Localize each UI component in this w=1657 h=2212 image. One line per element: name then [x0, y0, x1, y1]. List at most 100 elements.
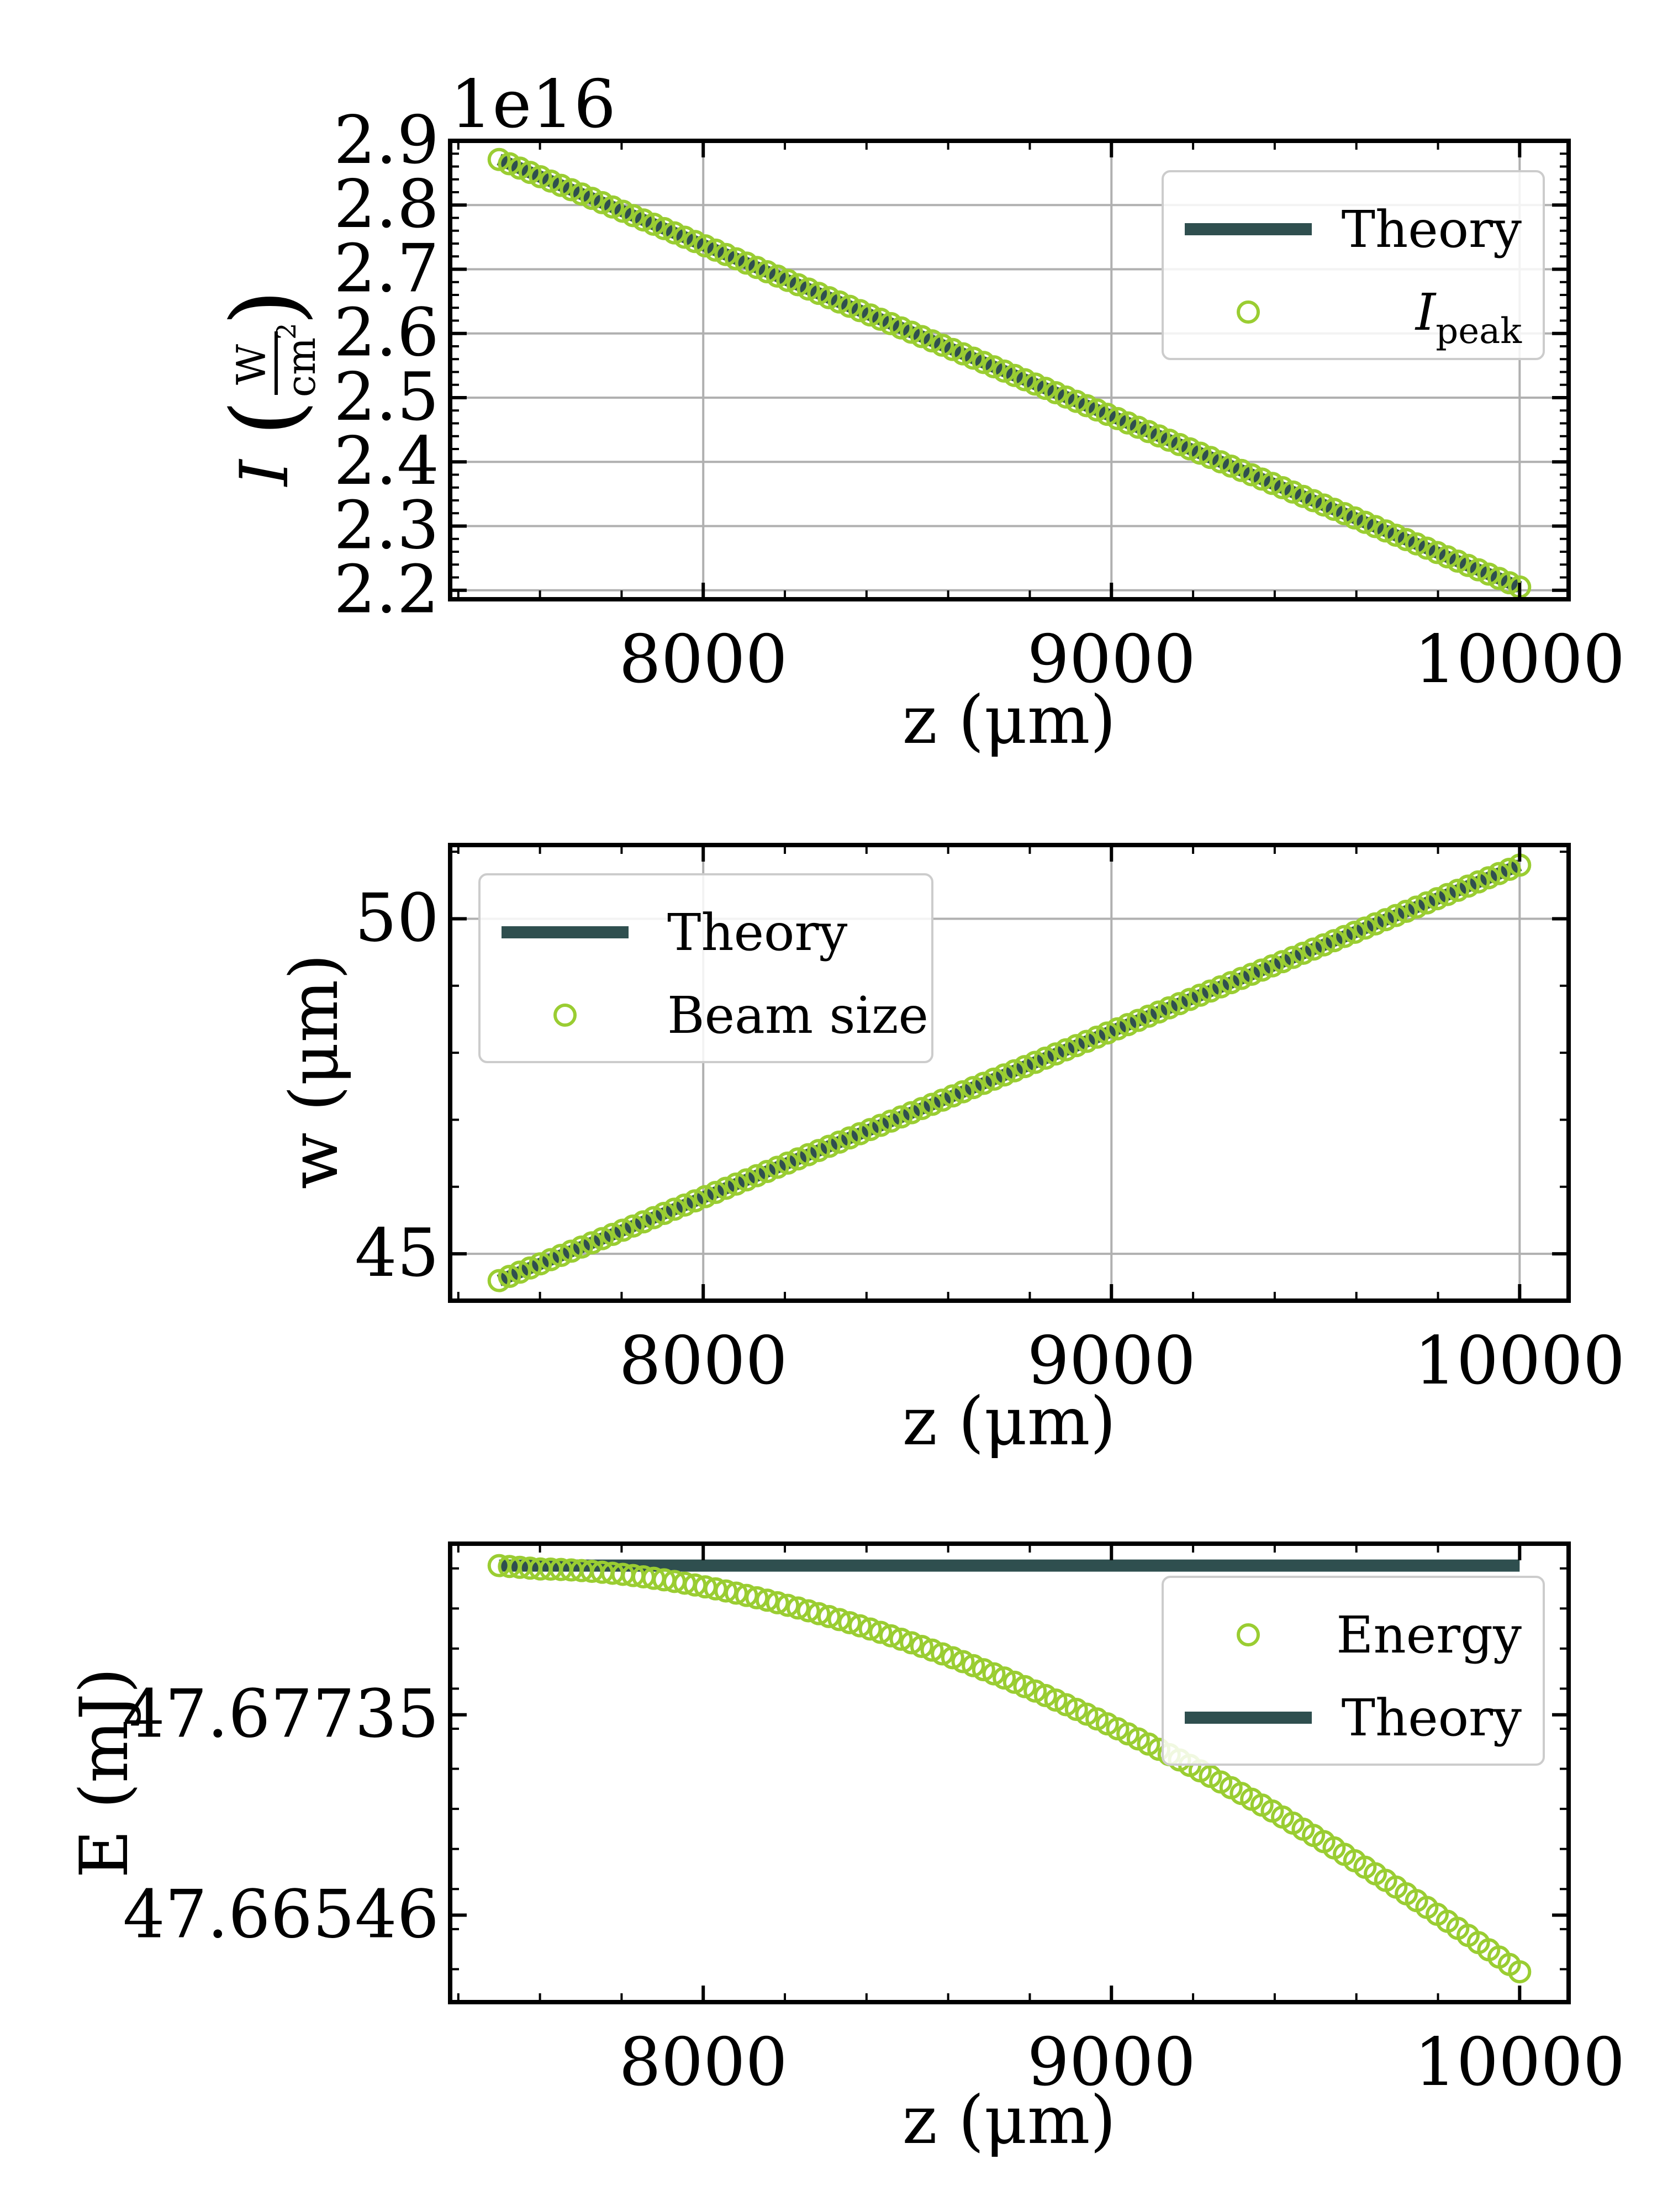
data-point	[1033, 1046, 1057, 1070]
y-tick-label: 50	[355, 880, 439, 957]
data-point	[735, 251, 758, 275]
data-point	[879, 312, 903, 335]
data-point	[1322, 929, 1346, 953]
data-point	[1023, 372, 1047, 396]
data-point	[1260, 472, 1284, 495]
data-point	[1126, 415, 1150, 439]
y-tick-label: 2.4	[334, 423, 439, 500]
data-point	[858, 1118, 882, 1142]
data-point	[735, 1583, 758, 1607]
data-point	[1106, 1017, 1130, 1041]
intensity-y-label-denominator: cm	[278, 337, 324, 398]
data-point	[631, 1210, 655, 1234]
data-point	[900, 1101, 924, 1125]
data-point	[776, 1593, 800, 1617]
data-point	[869, 1113, 893, 1137]
y-tick-label: 47.66546	[123, 1877, 439, 1954]
data-point	[1075, 394, 1099, 418]
legend-label: Theory	[1342, 1688, 1522, 1748]
x-tick-label: 8000	[619, 2024, 788, 2101]
data-point	[879, 1624, 903, 1648]
data-point	[1002, 1670, 1026, 1694]
data-point	[1395, 899, 1418, 923]
data-point	[1271, 476, 1295, 500]
legend-label: Theory	[667, 903, 847, 962]
data-point	[920, 1638, 944, 1662]
data-point	[827, 1608, 851, 1632]
data-point	[662, 221, 686, 245]
data-point	[848, 1614, 872, 1638]
energy-legend: Energy Theory	[1162, 1576, 1545, 1766]
data-point	[683, 230, 707, 254]
data-point	[1075, 1030, 1099, 1053]
data-point	[1426, 887, 1449, 911]
data-point	[1384, 524, 1408, 547]
data-point	[631, 208, 655, 232]
data-point	[1477, 562, 1501, 586]
intensity-offset-label: 1e16	[450, 66, 616, 143]
data-point	[1415, 891, 1439, 915]
data-point	[1353, 510, 1377, 534]
data-point	[1302, 937, 1326, 961]
data-point	[1240, 962, 1264, 986]
y-tick-label: 2.8	[334, 166, 439, 243]
data-point	[518, 1256, 542, 1280]
data-point	[487, 1269, 511, 1292]
data-point	[1456, 874, 1480, 898]
data-point	[600, 195, 624, 219]
data-point	[1508, 1960, 1532, 1984]
data-point	[1466, 558, 1490, 582]
data-point	[848, 299, 872, 323]
data-point	[838, 1611, 862, 1634]
data-point	[683, 1189, 707, 1213]
data-point	[560, 1239, 583, 1263]
energy-ticks: 8000 9000 10000 47.66546 47.67735	[123, 1544, 1625, 2101]
data-point	[1456, 553, 1480, 577]
data-point	[972, 1658, 995, 1682]
data-point	[1312, 493, 1336, 517]
data-point	[817, 1604, 841, 1628]
data-point	[508, 1260, 532, 1284]
data-point	[972, 1071, 995, 1095]
y-tick-label: 2.5	[334, 359, 439, 436]
intensity-theory-line	[497, 154, 1522, 593]
data-point	[838, 1126, 862, 1150]
data-point	[951, 1080, 975, 1104]
data-point	[1466, 870, 1490, 894]
data-point	[1436, 545, 1459, 569]
data-point	[755, 1160, 779, 1184]
data-point	[1395, 527, 1418, 551]
data-point	[1044, 1042, 1068, 1066]
data-point	[910, 1097, 933, 1121]
data-point	[498, 1265, 521, 1289]
data-point	[1291, 941, 1315, 965]
data-point	[920, 1092, 944, 1116]
data-point	[518, 161, 542, 184]
data-point	[993, 359, 1016, 383]
data-point	[1219, 454, 1243, 478]
intensity-ticks: 8000 9000 10000 2.22.32.42.52.62.72.82.9	[334, 102, 1625, 698]
data-point	[1095, 1021, 1119, 1045]
data-point	[962, 346, 985, 370]
data-point	[642, 1206, 666, 1229]
data-point	[1199, 446, 1222, 469]
data-point	[755, 1588, 779, 1612]
data-point	[569, 182, 593, 206]
legend-label: Energy	[1336, 1606, 1522, 1665]
data-point	[735, 1168, 758, 1192]
data-point	[1487, 567, 1511, 590]
data-point	[693, 1185, 717, 1208]
data-point	[776, 268, 800, 292]
data-point	[1240, 463, 1264, 487]
intensity-y-label-denominator-sup: 2	[271, 323, 302, 340]
energy-panel: 8000 9000 10000 47.66546 47.67735 E (mJ) z (…	[66, 1541, 1625, 2159]
data-point	[972, 351, 995, 374]
data-point	[1209, 450, 1233, 474]
data-point	[889, 316, 913, 340]
data-point	[1095, 403, 1119, 426]
theory-line	[497, 154, 1522, 593]
data-point	[786, 1596, 810, 1620]
data-point	[1137, 1004, 1160, 1028]
data-point	[529, 165, 552, 188]
